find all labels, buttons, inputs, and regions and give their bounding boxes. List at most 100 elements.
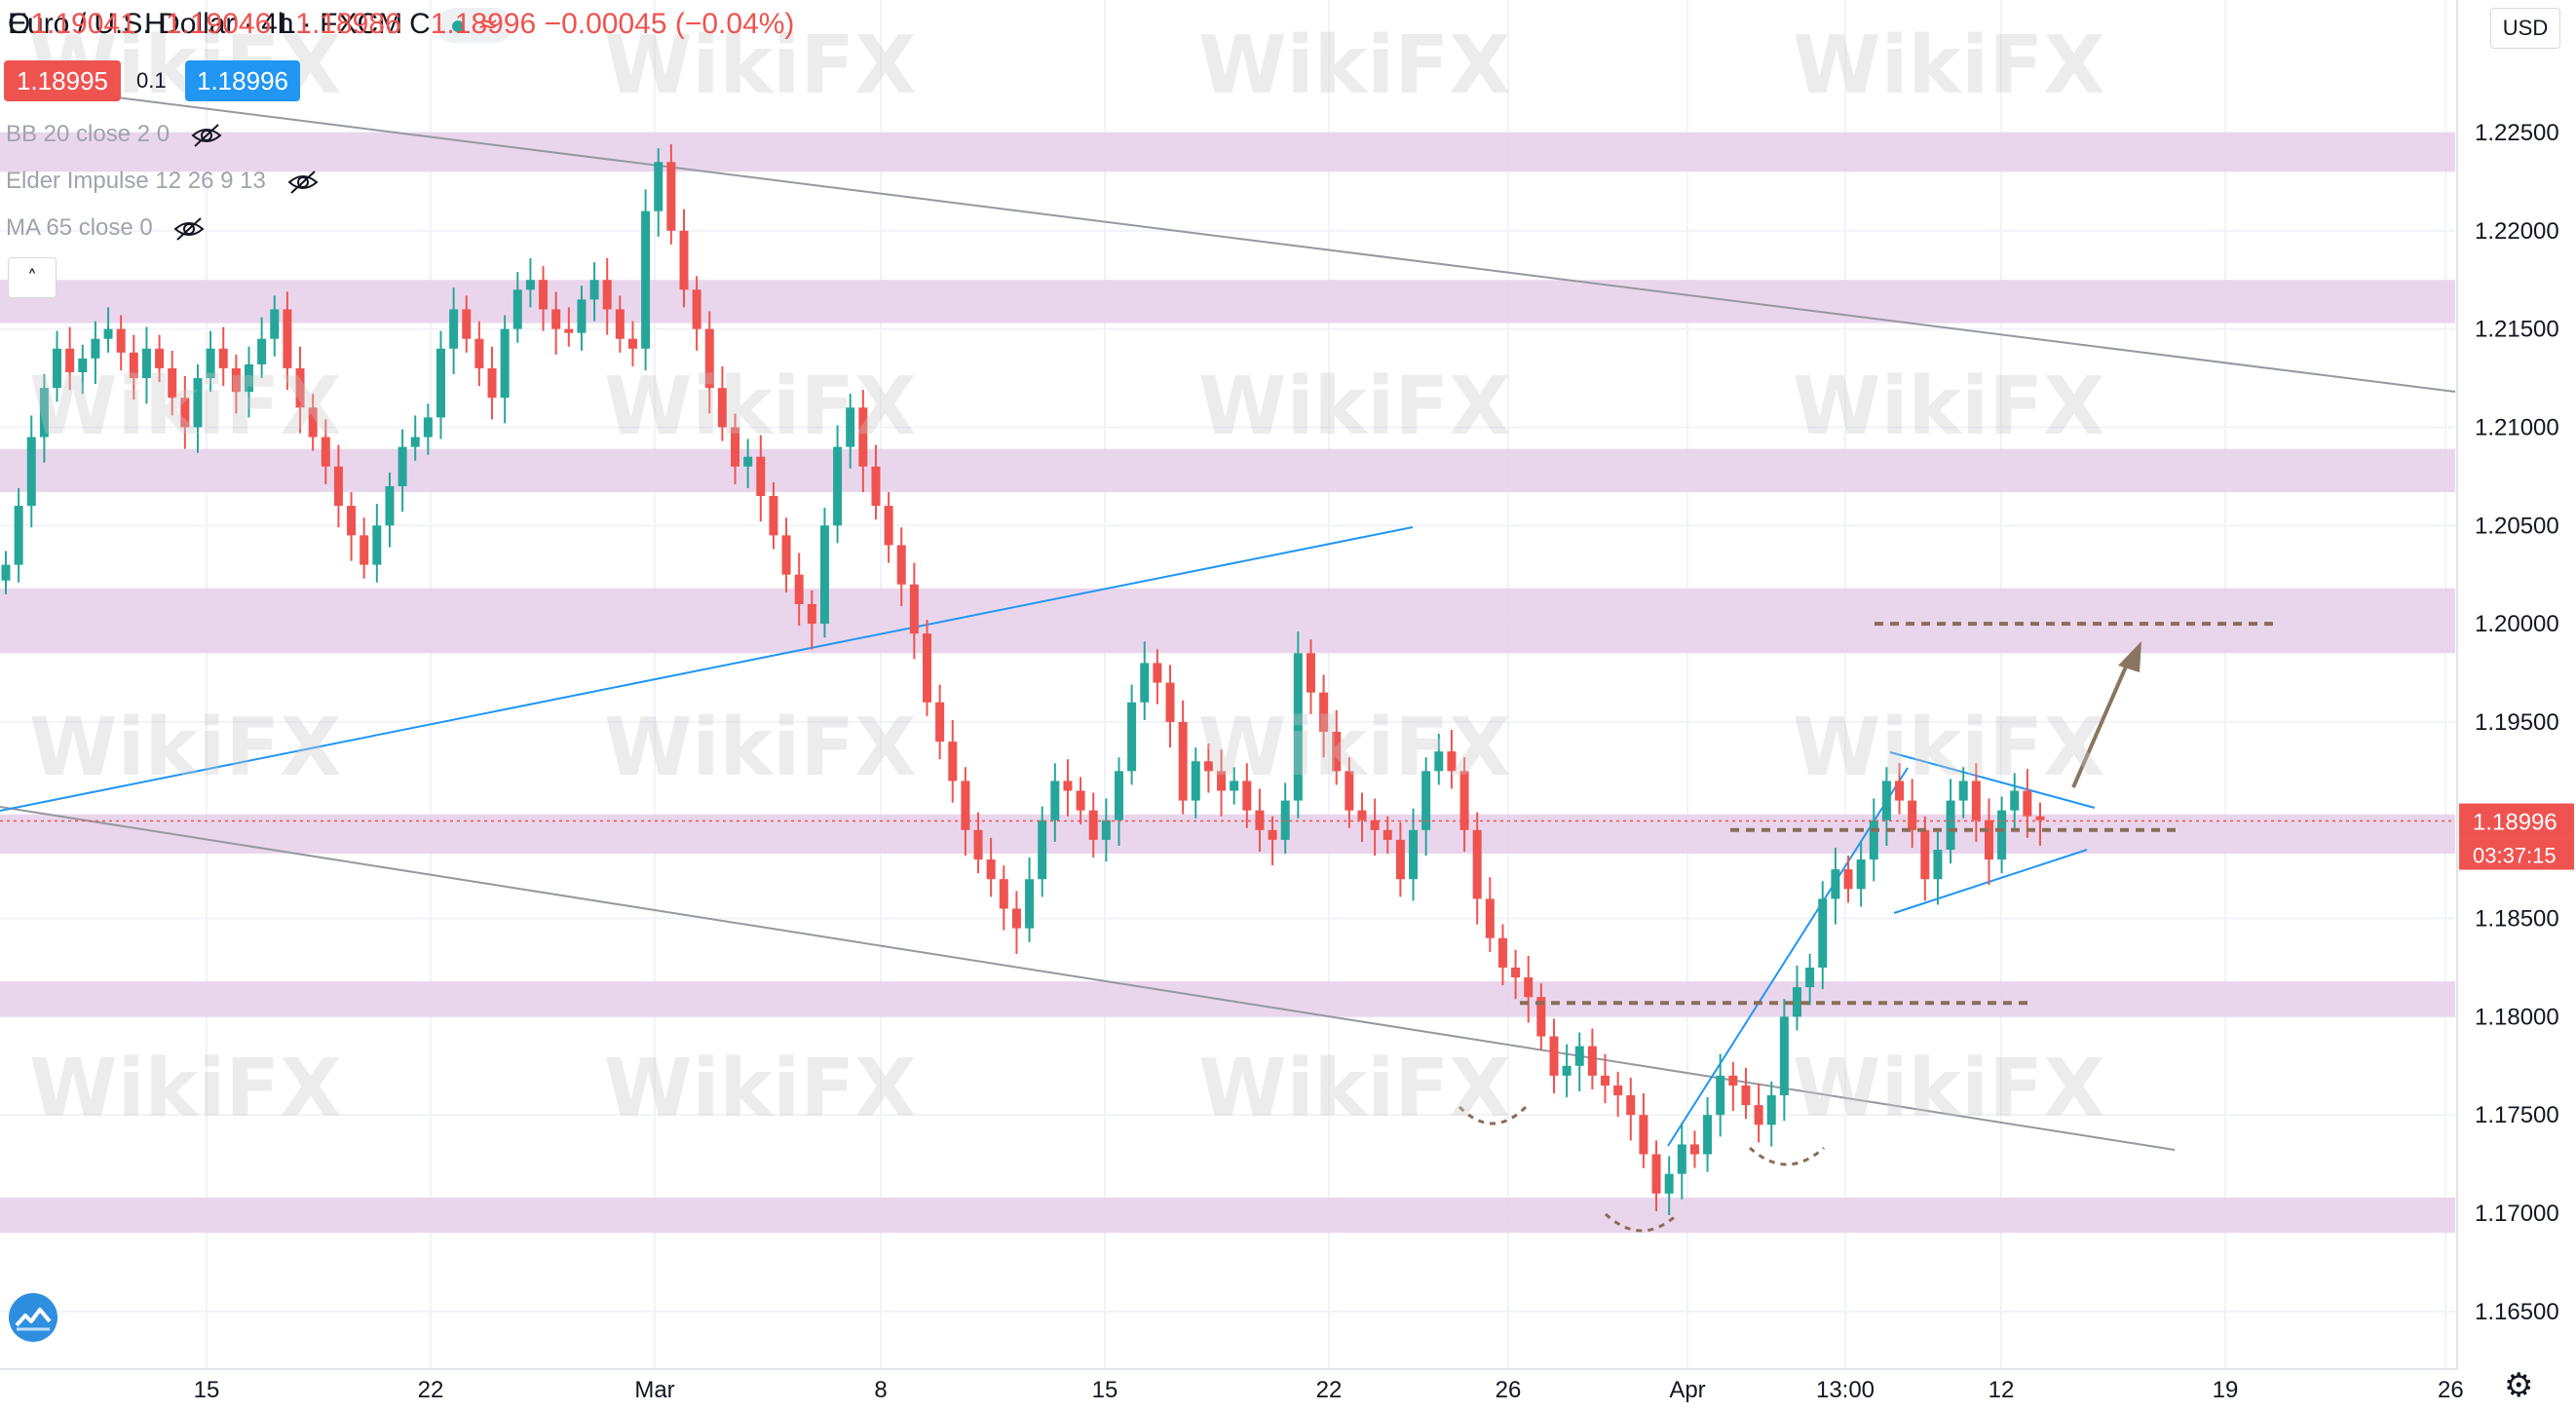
candle-body[interactable] — [2035, 816, 2045, 820]
candle-body[interactable] — [1370, 820, 1380, 830]
candle-body[interactable] — [168, 367, 177, 399]
candle-body[interactable] — [1306, 653, 1315, 693]
candle-body[interactable] — [935, 702, 945, 743]
indicator-ma[interactable]: MA 65 close 0 — [6, 214, 206, 242]
candle-body[interactable] — [360, 535, 369, 565]
candle-body[interactable] — [731, 427, 740, 467]
candle-body[interactable] — [1230, 781, 1239, 791]
candle-body[interactable] — [65, 348, 75, 372]
currency-button[interactable]: USD — [2490, 8, 2560, 49]
candle-body[interactable] — [1562, 1065, 1572, 1076]
candle-body[interactable] — [39, 388, 49, 438]
candle-body[interactable] — [589, 280, 599, 300]
candle-body[interactable] — [1818, 898, 1828, 968]
candle-body[interactable] — [1153, 663, 1162, 683]
candle-body[interactable] — [1140, 663, 1150, 703]
candle-body[interactable] — [308, 407, 318, 438]
candle-body[interactable] — [206, 348, 215, 379]
candle-body[interactable] — [1574, 1046, 1584, 1066]
market-status-pill[interactable]: ≈ — [436, 8, 512, 43]
candle-body[interactable] — [1345, 771, 1354, 811]
candle-body[interactable] — [1332, 731, 1342, 772]
rally-trendline[interactable] — [1667, 767, 1909, 1147]
candle-body[interactable] — [436, 348, 445, 418]
symbol-name[interactable]: Euro / U.S. Dollar — [8, 8, 236, 40]
candle-body[interactable] — [525, 280, 535, 290]
candle-body[interactable] — [1447, 751, 1457, 772]
pennant-lower-line[interactable] — [1893, 849, 2088, 914]
candle-body[interactable] — [692, 289, 701, 329]
candle-body[interactable] — [1741, 1085, 1751, 1106]
candle-body[interactable] — [819, 525, 829, 625]
candle-body[interactable] — [14, 506, 23, 565]
candle-body[interactable] — [577, 299, 587, 333]
candle-body[interactable] — [1626, 1095, 1636, 1116]
candle-body[interactable] — [347, 506, 357, 536]
candle-body[interactable] — [78, 358, 88, 372]
candle-body[interactable] — [909, 584, 919, 634]
candle-body[interactable] — [666, 162, 676, 231]
candle-body[interactable] — [295, 367, 305, 408]
candle-body[interactable] — [1101, 820, 1111, 840]
candle-body[interactable] — [103, 328, 113, 339]
candle-body[interactable] — [1689, 1144, 1699, 1155]
candle-body[interactable] — [385, 485, 395, 526]
candle-body[interactable] — [769, 496, 778, 536]
candle-body[interactable] — [654, 162, 663, 211]
candle-body[interactable] — [1779, 1016, 1789, 1096]
candle-body[interactable] — [833, 446, 843, 526]
indicator-elder[interactable]: Elder Impulse 12 26 9 13 — [6, 168, 320, 195]
candle-body[interactable] — [986, 859, 996, 880]
candle-body[interactable] — [512, 289, 522, 329]
candle-body[interactable] — [1217, 771, 1227, 791]
candle-body[interactable] — [1984, 820, 1993, 860]
tradingview-logo-icon[interactable] — [8, 1292, 58, 1343]
candle-body[interactable] — [423, 417, 433, 438]
candle-body[interactable] — [1, 564, 11, 581]
candle-body[interactable] — [141, 348, 151, 379]
candle-body[interactable] — [500, 328, 510, 399]
eye-off-icon[interactable] — [286, 170, 320, 195]
candle-body[interactable] — [1971, 781, 1981, 820]
candle-body[interactable] — [1459, 771, 1469, 830]
candle-body[interactable] — [564, 328, 574, 333]
candle-body[interactable] — [627, 338, 637, 349]
candle-body[interactable] — [641, 210, 651, 349]
candle-body[interactable] — [1895, 781, 1905, 801]
candle-body[interactable] — [1587, 1046, 1597, 1076]
candle-body[interactable] — [1831, 869, 1840, 899]
candle-body[interactable] — [1639, 1115, 1648, 1155]
candle-body[interactable] — [1472, 829, 1482, 899]
candle-body[interactable] — [1383, 829, 1392, 840]
candle-body[interactable] — [1409, 829, 1419, 880]
candle-body[interactable] — [948, 742, 958, 782]
arrow-shaft[interactable] — [2071, 657, 2132, 788]
candle-body[interactable] — [2023, 790, 2032, 817]
interval-label[interactable]: 4h — [261, 8, 294, 40]
candle-body[interactable] — [602, 280, 612, 310]
candle-body[interactable] — [1485, 898, 1495, 938]
candle-body[interactable] — [1114, 771, 1123, 820]
candle-body[interactable] — [116, 328, 126, 353]
candle-body[interactable] — [756, 456, 766, 497]
candle-body[interactable] — [2010, 790, 2020, 811]
candle-body[interactable] — [1242, 781, 1252, 811]
candle-body[interactable] — [410, 437, 420, 447]
candle-body[interactable] — [1011, 908, 1021, 929]
candle-body[interactable] — [781, 535, 791, 575]
candle-body[interactable] — [858, 407, 868, 467]
candle-body[interactable] — [270, 309, 280, 339]
candle-body[interactable] — [704, 328, 714, 389]
candle-body[interactable] — [999, 879, 1008, 909]
candle-body[interactable] — [807, 603, 816, 625]
candle-body[interactable] — [1908, 800, 1917, 830]
candle-body[interactable] — [1203, 761, 1213, 772]
collapse-indicators-button[interactable]: ˄ — [8, 257, 57, 298]
blue-trendline[interactable] — [0, 526, 1414, 812]
candle-body[interactable] — [923, 633, 932, 703]
symbol-header[interactable]: Euro / U.S. Dollar · 4h · FXCM — [8, 8, 402, 41]
candle-body[interactable] — [1536, 997, 1546, 1037]
candle-body[interactable] — [884, 506, 893, 546]
candle-body[interactable] — [539, 280, 549, 310]
